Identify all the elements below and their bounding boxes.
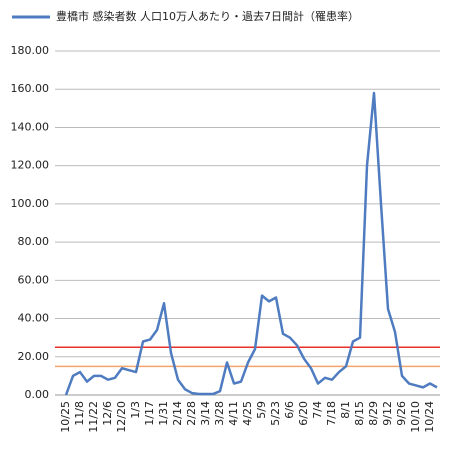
- y-tick-label: 140.00: [11, 120, 50, 133]
- x-tick-label: 6/20: [297, 401, 310, 426]
- y-tick-label: 120.00: [11, 159, 50, 172]
- legend-label: 豊橋市 感染者数 人口10万人あたり・過去7日間計（罹患率）: [56, 9, 359, 23]
- y-tick-label: 80.00: [18, 235, 50, 248]
- x-tick-label: 1/31: [157, 401, 170, 426]
- x-tick-label: 3/28: [213, 401, 226, 426]
- x-tick-label: 4/11: [227, 401, 240, 426]
- x-tick-label: 5/23: [269, 401, 282, 426]
- x-tick-label: 7/4: [311, 401, 324, 419]
- x-tick-label: 2/28: [185, 401, 198, 426]
- data-line: [64, 91, 438, 396]
- x-tick-label: 10/24: [423, 401, 436, 433]
- y-tick-label: 60.00: [18, 273, 50, 286]
- x-tick-label: 3/14: [199, 401, 212, 426]
- x-tick-label: 11/22: [87, 401, 100, 433]
- y-tick-label: 20.00: [18, 350, 50, 363]
- x-tick-label: 4/25: [241, 401, 254, 426]
- y-tick-label: 100.00: [11, 197, 50, 210]
- x-tick-label: 5/9: [255, 401, 268, 419]
- x-tick-label: 12/20: [115, 401, 128, 433]
- x-tick-label: 7/18: [325, 401, 338, 426]
- x-tick-label: 1/3: [129, 401, 142, 419]
- x-tick-label: 6/6: [283, 401, 296, 419]
- x-tick-label: 10/25: [59, 401, 72, 433]
- x-tick-label: 8/1: [339, 401, 352, 419]
- x-tick-label: 1/17: [143, 401, 156, 426]
- y-tick-label: 0.00: [25, 388, 50, 401]
- x-tick-label: 9/12: [381, 401, 394, 426]
- x-tick-label: 12/6: [101, 401, 114, 426]
- x-tick-label: 9/26: [395, 401, 408, 426]
- x-tick-label: 8/29: [367, 401, 380, 426]
- y-tick-label: 160.00: [11, 82, 50, 95]
- x-tick-label: 2/14: [171, 401, 184, 426]
- y-tick-label: 180.00: [11, 44, 50, 57]
- x-tick-label: 11/8: [73, 401, 86, 426]
- x-tick-label: 10/10: [409, 401, 422, 433]
- x-tick-label: 8/15: [353, 401, 366, 426]
- y-tick-label: 40.00: [18, 312, 50, 325]
